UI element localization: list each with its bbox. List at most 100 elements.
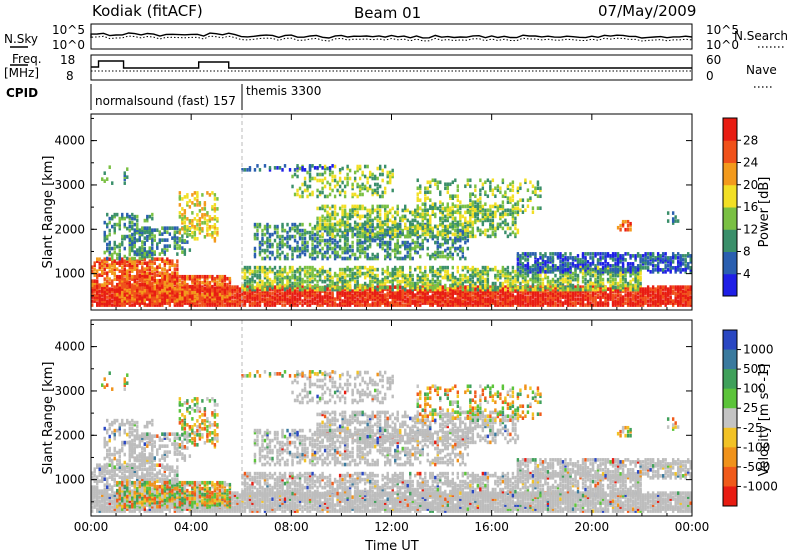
- power-echo: [494, 267, 497, 272]
- power-echo: [449, 273, 452, 278]
- power-echo: [391, 291, 394, 295]
- power-echo: [449, 277, 452, 282]
- power-echo: [266, 287, 269, 292]
- power-echo: [196, 296, 199, 301]
- power-echo: [168, 288, 172, 293]
- power-echo: [358, 285, 362, 290]
- power-echo: [376, 299, 379, 303]
- power-echo: [624, 279, 627, 284]
- power-echo: [366, 291, 369, 295]
- power-echo: [581, 301, 585, 305]
- power-echo: [148, 261, 151, 265]
- power-echo: [494, 299, 497, 303]
- power-echo: [626, 297, 630, 301]
- power-echo: [336, 254, 339, 259]
- power-echo: [348, 279, 352, 284]
- power-echo: [424, 275, 427, 280]
- power-echo: [181, 280, 184, 285]
- power-echo: [281, 269, 284, 274]
- power-echo: [343, 236, 347, 241]
- power-echo: [531, 287, 535, 292]
- power-echo: [133, 242, 136, 246]
- power-echo: [516, 287, 520, 292]
- power-echo: [356, 287, 359, 292]
- power-echo: [333, 228, 337, 233]
- power-echo: [684, 287, 687, 291]
- power-echo: [318, 218, 322, 223]
- power-echo: [321, 246, 324, 251]
- power-echo: [148, 296, 151, 301]
- power-echo: [148, 276, 151, 281]
- power-echo: [391, 295, 394, 299]
- power-echo: [491, 287, 495, 292]
- power-echo: [434, 295, 437, 299]
- power-echo: [554, 289, 557, 293]
- power-echo: [358, 283, 362, 288]
- power-echo: [228, 301, 232, 305]
- power-echo: [368, 297, 372, 301]
- power-echo: [231, 287, 234, 291]
- power-echo: [353, 285, 357, 290]
- power-echo: [671, 289, 675, 293]
- power-echo: [291, 256, 294, 261]
- power-echo: [276, 248, 279, 253]
- power-echo: [303, 269, 307, 274]
- power-echo: [183, 195, 187, 199]
- power-echo: [636, 285, 640, 290]
- power-echo: [228, 292, 232, 297]
- power-echo: [246, 293, 249, 297]
- power-echo: [143, 290, 146, 295]
- power-echo: [106, 295, 109, 299]
- power-echo: [601, 301, 605, 305]
- power-echo: [146, 303, 149, 307]
- power-echo: [534, 297, 537, 301]
- power-echo: [323, 293, 327, 297]
- power-echo: [346, 299, 349, 303]
- power-echo: [198, 219, 202, 223]
- power-echo: [363, 246, 367, 251]
- power-echo: [376, 256, 379, 261]
- power-echo: [213, 286, 217, 291]
- power-echo: [506, 289, 510, 293]
- power-echo: [146, 292, 149, 297]
- power-echo: [136, 248, 139, 252]
- power-echo: [148, 236, 151, 240]
- power-echo: [256, 289, 259, 293]
- power-echo: [168, 296, 172, 301]
- power-echo: [506, 279, 510, 284]
- power-echo: [133, 267, 136, 271]
- power-echo: [176, 242, 179, 246]
- power-echo: [531, 273, 535, 278]
- power-echo: [546, 291, 550, 295]
- power-echo: [561, 285, 565, 290]
- power-echo: [241, 291, 244, 295]
- power-echo: [298, 293, 302, 297]
- power-echo: [436, 277, 439, 282]
- power-echo: [286, 293, 289, 297]
- power-echo: [311, 301, 314, 305]
- power-echo: [126, 292, 129, 297]
- power-echo: [128, 276, 131, 281]
- power-echo: [263, 226, 267, 231]
- power-echo: [539, 297, 542, 301]
- power-echo: [256, 222, 259, 227]
- power-echo: [291, 287, 294, 292]
- power-echo: [476, 301, 480, 305]
- power-echo: [206, 294, 209, 299]
- power-echo: [461, 287, 465, 292]
- power-echo: [191, 296, 194, 301]
- power-echo: [201, 294, 204, 299]
- power-echo: [534, 285, 537, 290]
- power-echo: [103, 250, 106, 255]
- power-echo: [444, 269, 447, 274]
- power-echo: [156, 228, 159, 232]
- power-echo: [193, 274, 197, 279]
- power-echo: [266, 267, 269, 272]
- power-echo: [243, 267, 247, 272]
- power-echo: [469, 303, 472, 307]
- power-echo: [203, 213, 207, 217]
- power-echo: [258, 273, 262, 278]
- power-echo: [676, 303, 680, 307]
- power-echo: [459, 236, 462, 241]
- power-echo: [111, 259, 114, 263]
